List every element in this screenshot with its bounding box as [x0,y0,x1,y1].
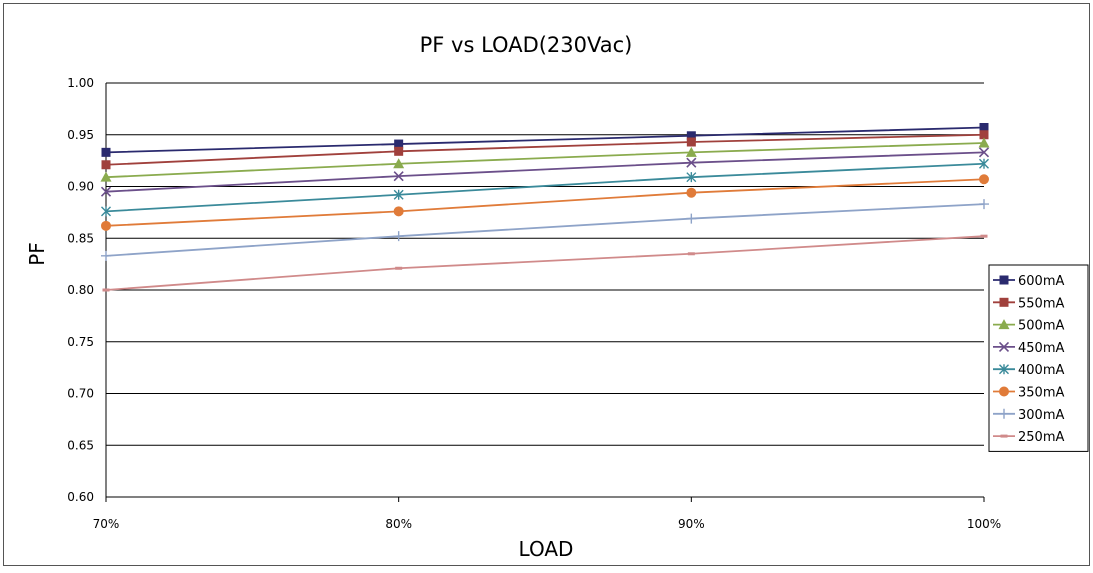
legend-label: 550mA [1018,296,1064,311]
data-point-marker [1000,434,1008,438]
legend-item: 600mA [993,274,1064,289]
legend-item: 550mA [993,296,1064,311]
data-point-marker [686,172,697,183]
legend-label: 350mA [1018,386,1064,401]
data-point-marker [101,220,111,231]
data-point-marker [685,146,697,157]
y-tick-label: 0.95 [67,128,94,142]
data-point-marker [101,160,111,170]
data-point-marker [686,137,696,147]
legend-label: 600mA [1018,274,1064,289]
series-line [105,126,985,154]
legend-item: 250mA [993,430,1064,445]
series-600mA [101,123,989,157]
series-line [105,178,985,227]
x-tick-label: 100% [967,517,1001,531]
legend-label: 450mA [1018,341,1064,356]
series-line [105,203,985,257]
series-line [105,162,985,213]
series-300mA [101,199,989,261]
data-point-marker [393,206,404,217]
legend-item: 500mA [993,319,1064,334]
series-250mA [102,234,988,292]
data-point-marker [686,157,697,168]
data-point-marker [686,213,697,224]
y-tick-label: 0.85 [67,231,94,245]
series-350mA [101,174,989,231]
data-point-marker [999,364,1009,375]
data-point-marker [998,319,1010,330]
series-line [105,151,985,193]
legend-box [988,264,1089,452]
data-point-marker [100,186,112,197]
y-tick-label: 0.90 [67,180,94,194]
series-lines [100,123,990,292]
legend-label: 250mA [1018,430,1064,445]
x-tick-label: 80% [385,517,412,531]
data-point-marker [394,139,404,149]
y-tick-label: 0.75 [67,335,94,349]
data-point-marker [979,158,989,169]
data-point-marker [998,341,1010,352]
data-point-marker [999,386,1009,397]
data-point-marker [687,252,695,256]
legend-item: 350mA [993,386,1064,401]
data-point-marker [979,199,989,210]
data-point-marker [999,275,1009,285]
y-tick-label: 1.00 [67,76,94,90]
legend: 600mA 550mA 500mA 450mA 400mA 350mA 300mA 250mA [988,264,1089,452]
data-point-marker [102,288,110,292]
data-point-marker [394,146,404,156]
series-line [105,235,985,291]
y-tick-label: 0.70 [67,387,94,401]
data-point-marker [979,130,989,140]
data-point-marker [980,234,988,238]
y-axis-title: PF [25,242,49,266]
series-550mA [101,130,989,170]
series-line [105,133,985,166]
data-point-marker [395,266,403,270]
legend-item: 450mA [993,341,1064,356]
data-point-marker [101,206,111,217]
data-point-marker [393,189,404,200]
legend-item: 300mA [993,408,1064,423]
series-450mA [100,147,990,197]
data-point-marker [978,147,990,158]
x-tick-label: 70% [93,517,120,531]
data-point-marker [101,147,111,157]
data-point-marker [101,250,111,261]
y-tick-label: 0.60 [67,490,94,504]
data-point-marker [393,231,404,242]
data-point-marker [999,297,1009,307]
x-tick-label: 90% [678,517,705,531]
series-500mA [100,137,990,182]
legend-label: 300mA [1018,408,1064,423]
data-point-marker [393,171,404,182]
data-point-marker [100,171,112,182]
data-point-marker [999,408,1009,419]
y-tick-label: 0.80 [67,283,94,297]
gridlines [106,82,984,498]
legend-label: 400mA [1018,363,1064,378]
data-point-marker [979,174,989,185]
data-point-marker [686,131,696,141]
data-point-marker [978,137,990,148]
data-point-marker [686,187,697,198]
series-400mA [101,158,989,217]
legend-item: 400mA [993,363,1064,378]
data-point-marker [393,158,405,169]
series-line [105,142,985,179]
x-axis-title: LOAD [519,537,574,561]
chart-title: PF vs LOAD(230Vac) [420,33,633,57]
y-tick-label: 0.65 [67,438,94,452]
data-point-marker [979,123,989,133]
legend-label: 500mA [1018,319,1064,334]
chart-border [3,3,1090,566]
